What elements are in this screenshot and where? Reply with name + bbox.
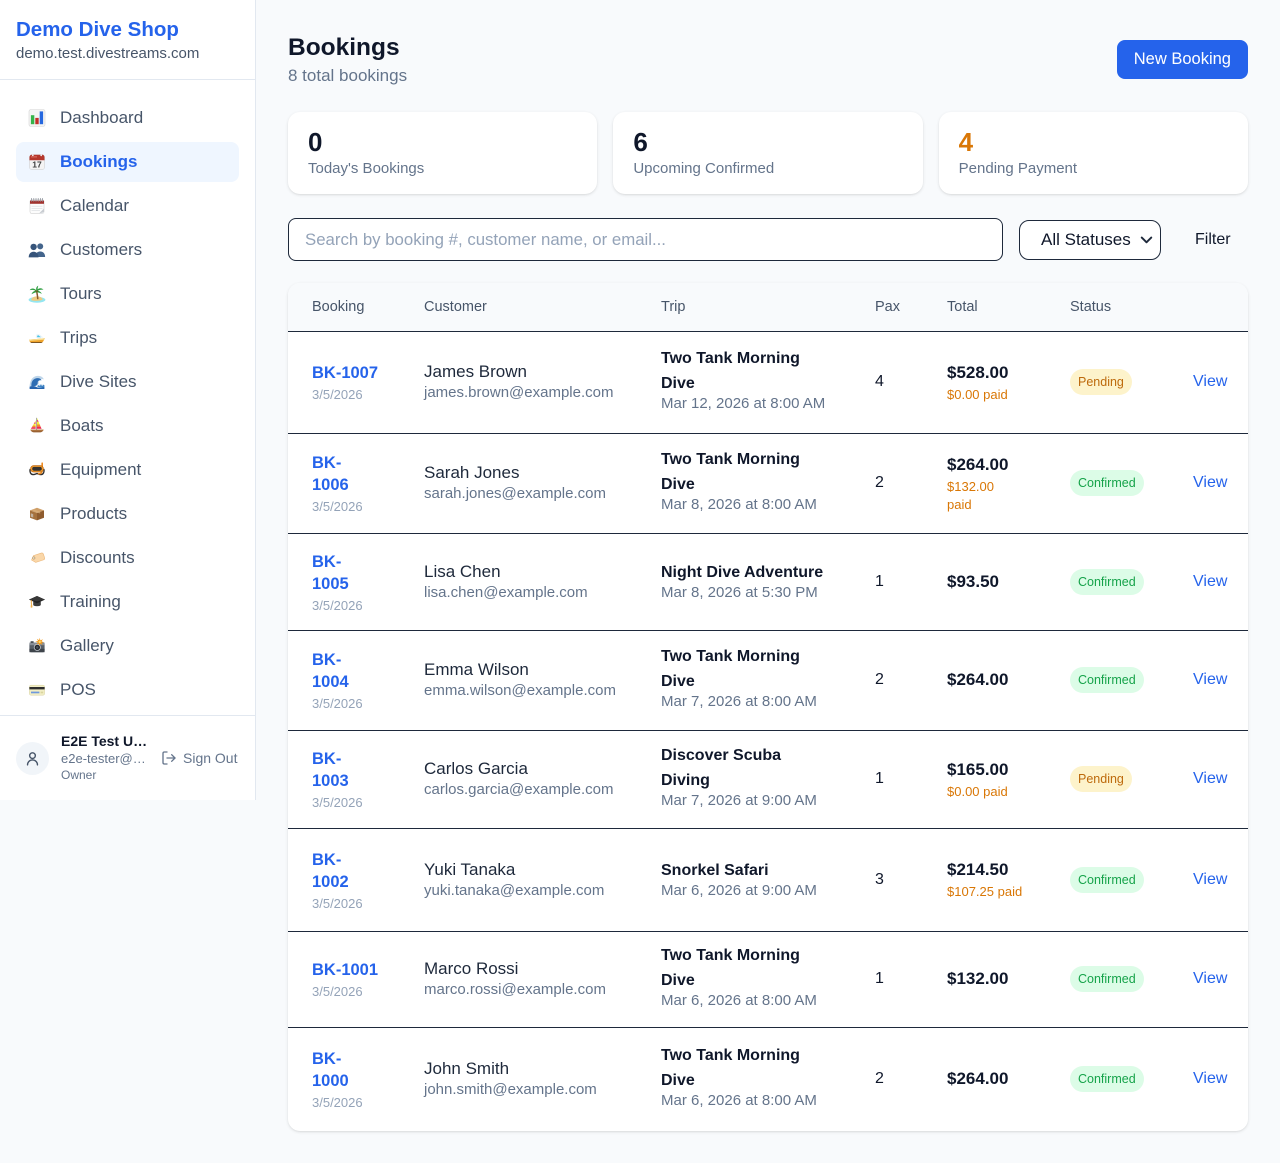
svg-text:17: 17 bbox=[32, 160, 42, 170]
